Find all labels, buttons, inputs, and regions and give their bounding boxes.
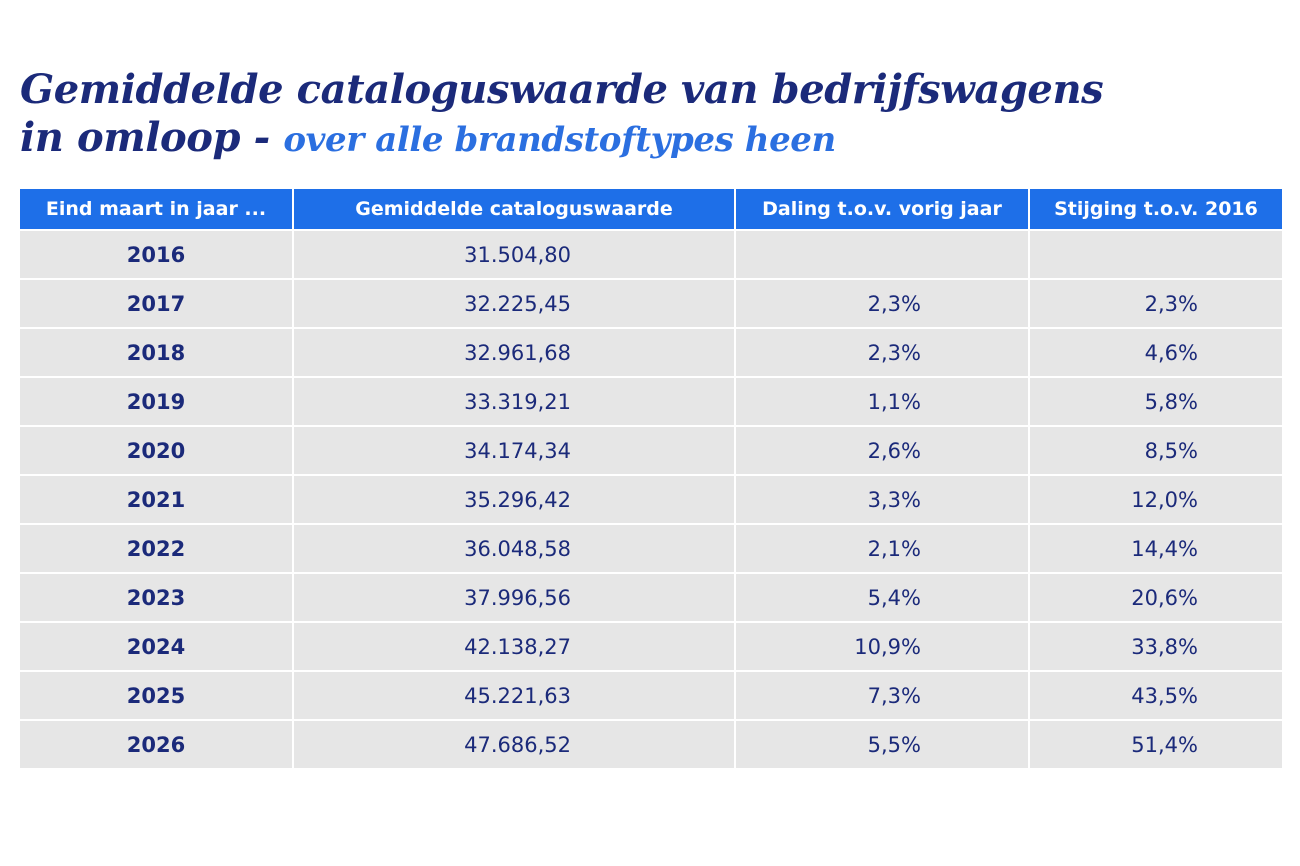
year-cell: 2021 [20,476,292,523]
average-value-cell: 31.504,80 [294,231,734,278]
table-row: 2021 35.296,42 3,3% 12,0% [20,476,1282,523]
decrease-cell: 2,3% [736,329,1028,376]
year-cell: 2022 [20,525,292,572]
data-table: Eind maart in jaar ... Gemiddelde catalo… [18,187,1284,770]
average-value-cell: 35.296,42 [294,476,734,523]
year-cell: 2018 [20,329,292,376]
increase-cell: 4,6% [1030,329,1282,376]
decrease-cell: 5,4% [736,574,1028,621]
table-row: 2017 32.225,45 2,3% 2,3% [20,280,1282,327]
column-header-increase: Stijging t.o.v. 2016 [1030,189,1282,229]
chart-subtitle: over alle brandstoftypes heen [283,120,836,160]
table-row: 2016 31.504,80 [20,231,1282,278]
decrease-cell: 3,3% [736,476,1028,523]
year-cell: 2020 [20,427,292,474]
table-row: 2020 34.174,34 2,6% 8,5% [20,427,1282,474]
title-line-2: in omloop - over alle brandstoftypes hee… [20,114,1280,164]
decrease-cell: 1,1% [736,378,1028,425]
table-row: 2026 47.686,52 5,5% 51,4% [20,721,1282,768]
title-line-2-main: in omloop [20,114,241,161]
table-body: 2016 31.504,80 2017 32.225,45 2,3% 2,3% 2018 32… [20,231,1282,768]
year-cell: 2026 [20,721,292,768]
decrease-cell: 2,3% [736,280,1028,327]
average-value-cell: 36.048,58 [294,525,734,572]
increase-cell: 8,5% [1030,427,1282,474]
table-row: 2019 33.319,21 1,1% 5,8% [20,378,1282,425]
table-row: 2022 36.048,58 2,1% 14,4% [20,525,1282,572]
decrease-cell: 7,3% [736,672,1028,719]
table-row: 2025 45.221,63 7,3% 43,5% [20,672,1282,719]
increase-cell: 2,3% [1030,280,1282,327]
increase-cell: 43,5% [1030,672,1282,719]
year-cell: 2017 [20,280,292,327]
title-line-1: Gemiddelde cataloguswaarde van bedrijfsw… [20,66,1104,113]
average-value-cell: 42.138,27 [294,623,734,670]
average-value-cell: 45.221,63 [294,672,734,719]
average-value-cell: 33.319,21 [294,378,734,425]
increase-cell: 5,8% [1030,378,1282,425]
table-row: 2018 32.961,68 2,3% 4,6% [20,329,1282,376]
title-separator: - [240,114,284,161]
average-value-cell: 37.996,56 [294,574,734,621]
average-value-cell: 34.174,34 [294,427,734,474]
column-header-average-value: Gemiddelde cataloguswaarde [294,189,734,229]
year-cell: 2024 [20,623,292,670]
increase-cell: 12,0% [1030,476,1282,523]
chart-title: Gemiddelde cataloguswaarde van bedrijfsw… [20,66,1280,164]
year-cell: 2025 [20,672,292,719]
increase-cell: 14,4% [1030,525,1282,572]
decrease-cell: 5,5% [736,721,1028,768]
table-row: 2023 37.996,56 5,4% 20,6% [20,574,1282,621]
table-row: 2024 42.138,27 10,9% 33,8% [20,623,1282,670]
increase-cell: 51,4% [1030,721,1282,768]
average-value-cell: 32.225,45 [294,280,734,327]
decrease-cell: 10,9% [736,623,1028,670]
year-cell: 2016 [20,231,292,278]
column-header-decrease: Daling t.o.v. vorig jaar [736,189,1028,229]
decrease-cell: 2,1% [736,525,1028,572]
header-row: Eind maart in jaar ... Gemiddelde catalo… [20,189,1282,229]
average-value-cell: 32.961,68 [294,329,734,376]
year-cell: 2019 [20,378,292,425]
increase-cell [1030,231,1282,278]
increase-cell: 20,6% [1030,574,1282,621]
increase-cell: 33,8% [1030,623,1282,670]
average-value-cell: 47.686,52 [294,721,734,768]
column-header-year: Eind maart in jaar ... [20,189,292,229]
decrease-cell: 2,6% [736,427,1028,474]
year-cell: 2023 [20,574,292,621]
decrease-cell [736,231,1028,278]
